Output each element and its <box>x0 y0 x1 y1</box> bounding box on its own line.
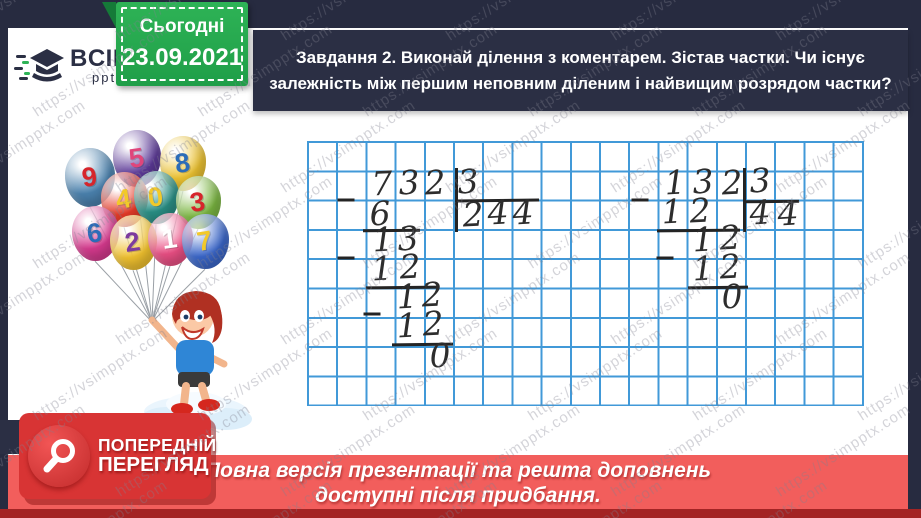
magnifying-glass-icon <box>43 439 75 473</box>
handwritten-digit: 1 <box>660 191 684 232</box>
balloon-digit: 6 <box>85 217 105 249</box>
magnifier-circle <box>28 425 90 487</box>
balloon-digit: 0 <box>146 181 166 213</box>
boy-illustration <box>142 291 252 430</box>
minus-sign <box>337 198 355 202</box>
handwritten-digit: 4 <box>748 192 772 233</box>
handwritten-digit: 1 <box>395 305 419 346</box>
balloon-7: 7 <box>181 213 229 270</box>
graduation-cap-icon <box>14 49 64 82</box>
logo-subtitle: pptx <box>92 69 125 85</box>
balloon-digit: 7 <box>195 225 215 257</box>
handwritten-digit: 4 <box>511 192 535 233</box>
date-badge-fold <box>102 2 116 28</box>
handwritten-digit: 0 <box>428 335 452 376</box>
bottom-strip <box>0 509 921 518</box>
date-badge-label: Сьогодні <box>139 16 225 37</box>
minus-sign <box>656 256 674 260</box>
purchase-banner-line2: доступні після придбання. <box>315 483 601 507</box>
balloon-digit: 4 <box>114 183 134 215</box>
handwritten-digit: 2 <box>423 162 447 203</box>
minus-sign <box>363 312 381 316</box>
balloon-digit: 5 <box>127 142 147 174</box>
balloon-digit: 9 <box>80 161 100 193</box>
date-badge: Сьогодні 23.09.2021 <box>102 2 248 86</box>
preview-badge: ПОПЕРЕДНІЙ ПЕРЕГЛЯД <box>19 413 216 499</box>
task-title-line2: залежність між першим неповним діленим і… <box>269 73 892 93</box>
balloon-digit: 2 <box>123 226 143 258</box>
handwritten-digit: 2 <box>461 194 485 235</box>
minus-sign <box>631 198 649 202</box>
squared-paper <box>307 141 864 406</box>
handwritten-digit: 1 <box>691 248 715 289</box>
handwritten-digit: 0 <box>720 276 744 317</box>
handwritten-digit: 3 <box>397 162 421 203</box>
purchase-banner-line1: Повна версія презентації та решта доповн… <box>205 458 711 482</box>
handwritten-digit: 2 <box>720 162 744 203</box>
task-title: Завдання 2. Виконай ділення з коментарем… <box>253 30 908 111</box>
handwritten-digit: 4 <box>486 192 510 233</box>
handwritten-digit: 1 <box>370 248 394 289</box>
preview-badge-line1: ПОПЕРЕДНІЙ <box>98 435 217 456</box>
handwritten-digit: 4 <box>776 193 800 234</box>
minus-sign <box>337 256 355 260</box>
preview-badge-line2: ПЕРЕГЛЯД <box>98 453 209 477</box>
balloon-digit: 8 <box>173 147 193 179</box>
balloon-digit: 1 <box>160 223 180 255</box>
date-badge-date: 23.09.2021 <box>121 44 243 71</box>
task-title-line1: Завдання 2. Виконай ділення з коментарем… <box>296 47 865 67</box>
